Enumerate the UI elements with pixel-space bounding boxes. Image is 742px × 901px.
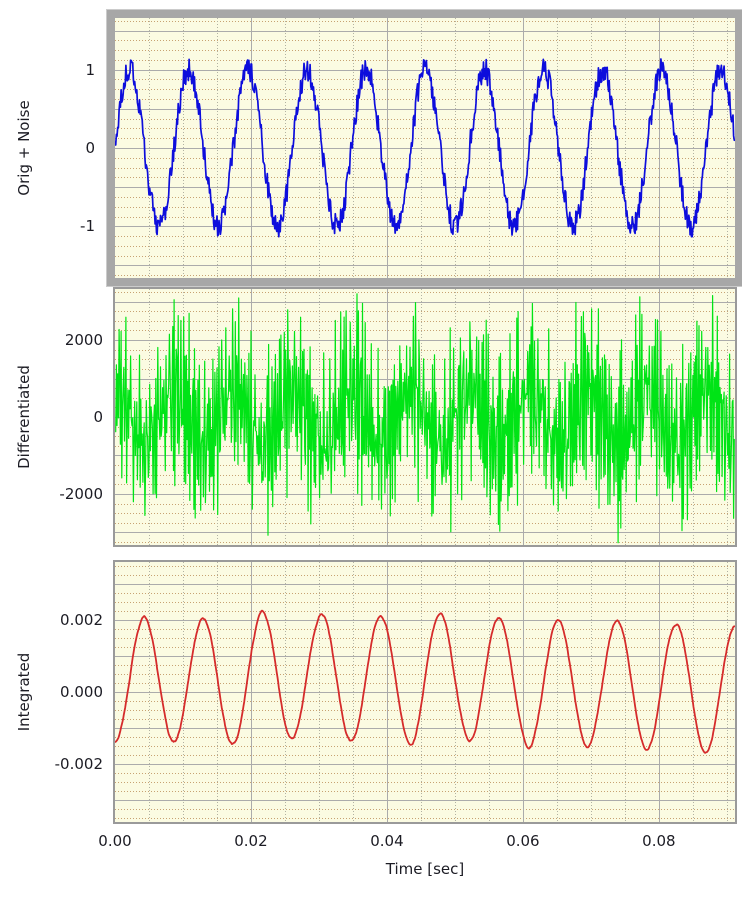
x-tick-label: 0.04 [370, 832, 404, 850]
x-tick-label: 0.08 [642, 832, 676, 850]
y-tick-label: -2000 [59, 484, 103, 503]
integrated-plot-area [115, 562, 735, 822]
differentiated-signal-trace [115, 293, 735, 544]
y-tick-label: -0.002 [54, 755, 103, 774]
differentiated-plot-area [115, 289, 735, 545]
x-tick-label: 0.06 [506, 832, 540, 850]
y-tick-label: 0 [85, 139, 95, 157]
x-tick-label: 0.02 [234, 832, 268, 850]
plot-panel-orig-noise [107, 10, 742, 286]
original-plus-noise-trace [115, 58, 735, 238]
plot-panel-differentiated [113, 287, 737, 547]
plot-panel-integrated [113, 560, 737, 824]
y-tick-label: 2000 [64, 331, 103, 349]
integrated-signal-trace [115, 609, 735, 754]
orig-noise-plot-area [115, 18, 735, 278]
x-tick-label: 0.00 [98, 832, 132, 850]
y-tick-label: 0 [93, 408, 103, 426]
y-tick-label: -1 [80, 217, 95, 236]
y-tick-label: 0.002 [60, 610, 103, 629]
x-axis-title: Time [sec] [385, 860, 465, 878]
y-tick-label: 0.000 [60, 683, 103, 701]
y-tick-label: 1 [85, 60, 95, 79]
